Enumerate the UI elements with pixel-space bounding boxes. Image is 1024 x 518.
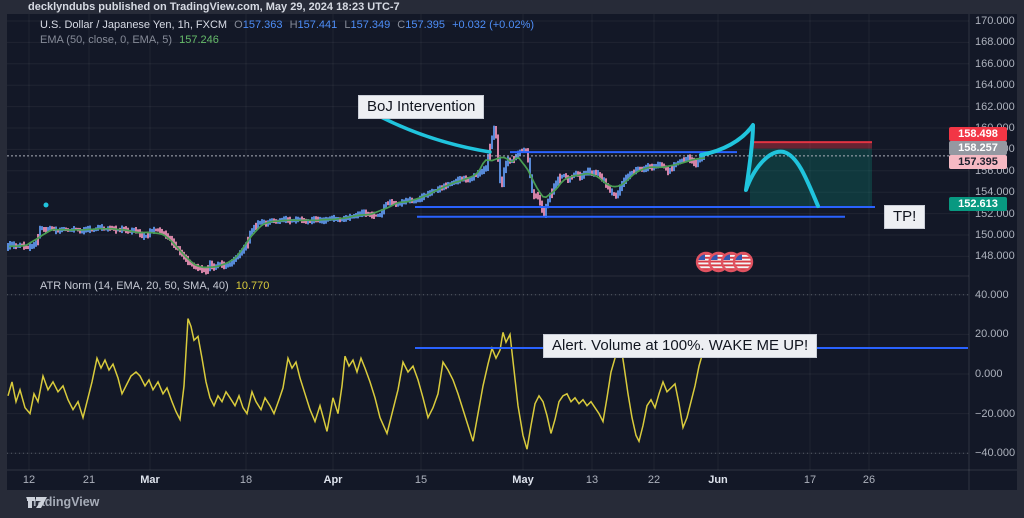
us-flag-event-icon	[734, 253, 752, 271]
axis-tick-label: 17	[803, 474, 817, 486]
axis-tick-label: 12	[22, 474, 36, 486]
axis-tick-label: 0.000	[975, 368, 1003, 380]
low-value: 157.349	[350, 19, 391, 31]
projection-squiggle-drawing	[699, 123, 820, 208]
axis-tick-label: 26	[862, 474, 876, 486]
ema-value: 157.246	[179, 34, 219, 46]
close-label: C	[397, 19, 406, 31]
axis-tick-label: 13	[585, 474, 599, 486]
axis-tick-label: May	[512, 474, 534, 486]
ema-label: EMA (50, close, 0, EMA, 5)	[40, 34, 173, 46]
atr-value: 10.770	[235, 280, 270, 292]
atr-label: ATR Norm (14, EMA, 20, 50, SMA, 40)	[40, 280, 229, 292]
atr-legend[interactable]: ATR Norm (14, EMA, 20, 50, SMA, 40) 10.7…	[40, 280, 273, 292]
boj-arrow-drawing	[371, 111, 492, 154]
axis-tick-label: −40.000	[975, 447, 1016, 460]
axis-tick-label: 162.000	[975, 100, 1015, 113]
high-label: H	[289, 19, 298, 31]
axis-tick-label: 170.000	[975, 15, 1015, 27]
axis-tick-label: Mar	[140, 474, 160, 486]
axis-tick-label: 21	[82, 474, 96, 486]
axis-tick-label: 150.000	[975, 229, 1015, 241]
axis-tick-label: −20.000	[975, 407, 1016, 420]
axis-tick-label: Jun	[708, 474, 728, 486]
ema-legend[interactable]: EMA (50, close, 0, EMA, 5) 157.246	[40, 34, 223, 46]
axis-tick-label: 164.000	[975, 79, 1015, 92]
axis-tick-label: 168.000	[975, 36, 1015, 49]
symbol-legend[interactable]: U.S. Dollar / Japanese Yen, 1h, FXCM O15…	[40, 19, 538, 31]
close-value: 157.395	[405, 19, 446, 31]
last-price-price-label: 157.395	[949, 155, 1007, 169]
axis-tick-label: 154.000	[975, 186, 1015, 199]
tradingview-watermark: TradingView	[26, 495, 99, 509]
entry-price-label: 158.257	[949, 141, 1007, 155]
target-price-label: 152.613	[949, 197, 1007, 211]
teal-dot	[43, 202, 49, 208]
symbol-title: U.S. Dollar / Japanese Yen, 1h, FXCM	[40, 19, 228, 31]
open-value: 157.363	[242, 19, 283, 31]
axis-tick-label: 40.000	[975, 288, 1009, 301]
open-label: O	[234, 19, 243, 31]
axis-tick-label: Apr	[323, 474, 343, 486]
publish-header: decklyndubs published on TradingView.com…	[28, 1, 400, 13]
axis-tick-label: 15	[414, 474, 428, 486]
boj-intervention-annotation[interactable]: BoJ Intervention	[358, 95, 485, 119]
high-value: 157.441	[297, 19, 338, 31]
change-value: +0.032 (+0.02%)	[452, 19, 535, 31]
axis-tick-label: 22	[647, 474, 661, 486]
axis-tick-label: 20.000	[975, 328, 1009, 341]
low-label: L	[344, 19, 351, 31]
take-profit-annotation[interactable]: TP!	[884, 205, 926, 229]
volume-alert-annotation[interactable]: Alert. Volume at 100%. WAKE ME UP!	[543, 334, 818, 358]
axis-tick-label: 18	[239, 474, 253, 486]
atr-series-line	[7, 318, 704, 450]
axis-tick-label: 166.000	[975, 57, 1015, 70]
axis-tick-label: 148.000	[975, 250, 1015, 263]
tradingview-logo-icon	[27, 497, 47, 508]
stop-price-label: 158.498	[949, 127, 1007, 141]
